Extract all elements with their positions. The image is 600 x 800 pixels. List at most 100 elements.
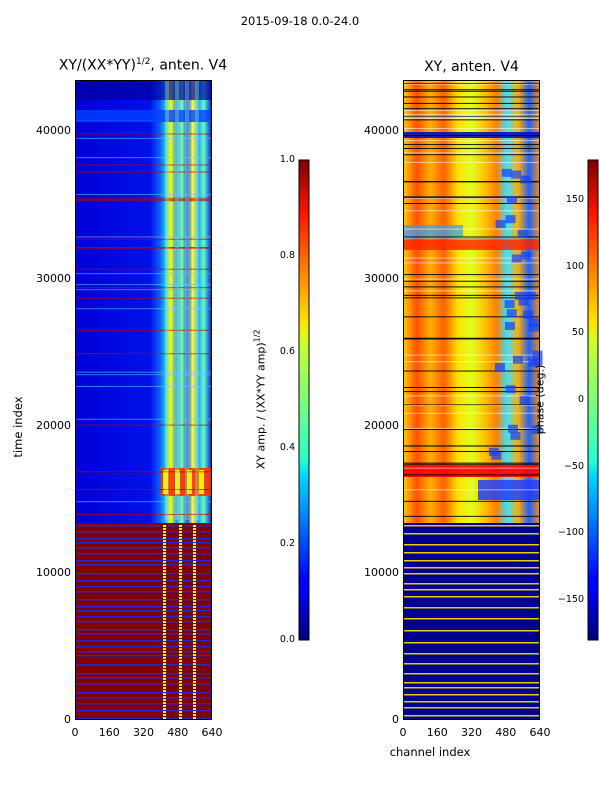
heatmap-cell: [403, 500, 540, 502]
heatmap-cell: [163, 675, 166, 677]
heatmap-cell: [163, 558, 166, 560]
heatmap-cell: [403, 653, 540, 655]
heatmap-cell: [532, 350, 543, 359]
heatmap-cell: [163, 573, 166, 575]
heatmap-cell: [525, 292, 536, 301]
heatmap-cell: [403, 583, 540, 585]
heatmap-cell: [403, 630, 540, 632]
heatmap-cell: [179, 591, 182, 593]
heatmap-cell: [163, 591, 166, 593]
heatmap-cell: [403, 161, 540, 163]
heatmap-cell: [403, 701, 540, 703]
heatmap-cell: [193, 636, 196, 638]
heatmap-cell: [75, 683, 212, 685]
heatmap-cell: [163, 717, 166, 719]
colorbar-tick-label: −100: [557, 527, 584, 539]
colorbar-tick-label: 0.6: [279, 346, 295, 357]
heatmap-cell: [179, 609, 182, 611]
heatmap-cell: [75, 268, 212, 270]
heatmap-cell: [495, 220, 506, 229]
heatmap-cell: [193, 630, 196, 632]
heatmap-cell: [163, 669, 166, 671]
heatmap-cell: [193, 717, 196, 719]
heatmap-cell: [75, 501, 212, 503]
heatmap-cell: [163, 588, 166, 590]
heatmap-cell: [403, 445, 540, 447]
heatmap-cell: [179, 648, 182, 650]
heatmap-cell: [163, 606, 166, 608]
heatmap-cell: [163, 696, 166, 698]
heatmap-cell: [179, 639, 182, 641]
left-colorbar-label-main: XY amp. / (XX*YY amp): [254, 342, 268, 470]
heatmap-cell: [179, 621, 182, 623]
heatmap-cell: [163, 693, 166, 695]
heatmap-cell: [179, 585, 182, 587]
heatmap-cell: [163, 639, 166, 641]
heatmap-cell: [163, 597, 166, 599]
heatmap-cell: [403, 404, 540, 406]
heatmap-cell: [529, 323, 540, 332]
heatmap-cell: [75, 371, 212, 373]
heatmap-cell: [403, 113, 540, 115]
heatmap-cell: [163, 543, 166, 545]
right-plot-title: XY, anten. V4: [424, 59, 519, 75]
heatmap-cell: [163, 600, 166, 602]
heatmap-cell: [75, 525, 212, 527]
heatmap-cell: [75, 353, 212, 355]
heatmap-cell: [403, 395, 540, 397]
heatmap-cell: [403, 463, 540, 465]
heatmap-cell: [175, 470, 180, 494]
heatmap-cell: [179, 534, 182, 536]
heatmap-cell: [75, 718, 212, 720]
heatmap-cell: [75, 80, 212, 100]
left-title-exponent: 1/2: [135, 57, 151, 67]
colorbar-tick-label: 1.0: [279, 154, 295, 165]
heatmap-cell: [75, 621, 212, 623]
x-tick-label: 320: [461, 726, 482, 739]
heatmap-cell: [179, 651, 182, 653]
heatmap-cell: [163, 678, 166, 680]
heatmap-cell: [163, 609, 166, 611]
heatmap-cell: [403, 240, 540, 250]
heatmap-cell: [179, 552, 182, 554]
heatmap-cell: [193, 657, 196, 659]
x-tick-label: 160: [426, 726, 448, 739]
colorbar-tick-label: 0.4: [279, 442, 295, 453]
heatmap-cell: [403, 694, 540, 696]
heatmap-cell: [504, 300, 515, 309]
heatmap-cell: [163, 711, 166, 713]
heatmap-cell: [163, 561, 166, 563]
heatmap-cell: [193, 525, 196, 527]
heatmap-cell: [179, 582, 182, 584]
heatmap-cell: [179, 612, 182, 614]
heatmap-cell: [179, 606, 182, 608]
heatmap-cell: [193, 594, 196, 596]
heatmap-cell: [179, 579, 182, 581]
heatmap-cell: [185, 80, 189, 520]
heatmap-cell: [179, 696, 182, 698]
heatmap-cell: [179, 681, 182, 683]
heatmap-cell: [403, 274, 540, 276]
heatmap-cell: [193, 540, 196, 542]
heatmap-cell: [193, 567, 196, 569]
heatmap-cell: [163, 714, 166, 716]
heatmap-cell: [75, 542, 212, 544]
heatmap-cell: [193, 615, 196, 617]
heatmap-cell: [193, 681, 196, 683]
heatmap-cell: [163, 621, 166, 623]
heatmap-cell: [532, 357, 543, 366]
heatmap-cell: [179, 525, 182, 527]
heatmap-cell: [179, 573, 182, 575]
heatmap-cell: [179, 597, 182, 599]
heatmap-cell: [163, 654, 166, 656]
heatmap-cell: [519, 396, 530, 405]
heatmap-cell: [75, 133, 212, 135]
heatmap-cell: [163, 585, 166, 587]
heatmap-cell: [75, 591, 212, 593]
heatmap-cell: [193, 651, 196, 653]
heatmap-cell: [163, 657, 166, 659]
colorbar-tick-label: 0.2: [279, 538, 295, 549]
heatmap-cell: [179, 531, 182, 533]
heatmap-cell: [179, 576, 182, 578]
heatmap-cell: [403, 297, 540, 299]
